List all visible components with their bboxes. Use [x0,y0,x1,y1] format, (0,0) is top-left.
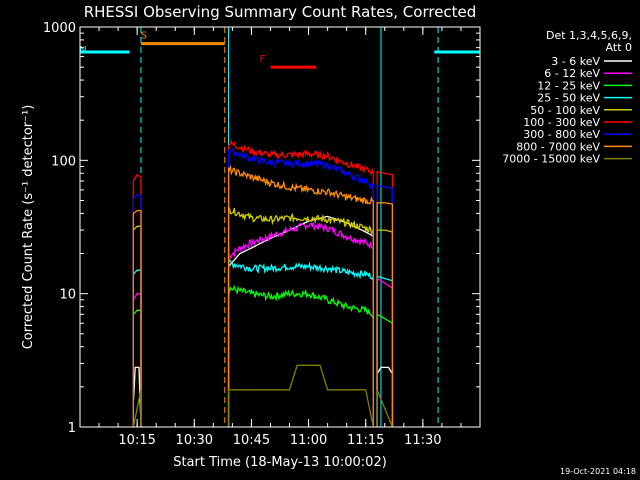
legend-header-line-1: Det 1,3,4,5,6,9, [546,29,632,42]
series-12-25kev-segment-1 [227,284,374,427]
y-tick-label-3: 1000 [43,21,76,36]
series-100-300kev-segment-1 [227,139,374,427]
legend-label-50-100kev: 50 - 100 keV [530,104,600,117]
legend-label-3-6kev: 3 - 6 keV [551,55,600,68]
y-axis-label: Corrected Count Rate (s⁻¹ detector⁻¹) [21,105,36,350]
x-tick-label-4: 11:15 [347,433,384,448]
y-tick-label-2: 100 [51,154,76,169]
legend-label-100-300kev: 100 - 300 keV [523,116,600,129]
plot-area: S N F [79,27,480,428]
series-25-50kev-segment-0 [132,269,142,427]
series-100-300kev-segment-0 [132,173,142,427]
legend-label-800-7000kev: 800 - 7000 keV [516,140,600,153]
legend-label-12-25kev: 12 - 25 keV [537,79,600,92]
series-7000-15000kev-segment-0 [132,389,142,428]
series-300-800kev-segment-2 [376,184,394,427]
series-100-300kev-segment-2 [376,171,394,427]
legend-label-300-800kev: 300 - 800 keV [523,128,600,141]
series-7000-15000kev-segment-2 [376,389,393,428]
series-300-800kev-segment-0 [132,194,142,427]
x-tick-label-1: 10:30 [176,433,213,448]
series-300-800kev-segment-1 [227,147,374,427]
series-25-50kev-segment-2 [376,275,394,427]
series-6-12kev-segment-0 [132,293,142,427]
legend-header-line-2: Att 0 [606,41,632,54]
series-6-12kev-segment-2 [376,277,394,427]
series-6-12kev-segment-1 [227,222,374,427]
y-tick-label-1: 10 [59,288,76,303]
series-7000-15000kev-segment-1 [227,364,374,428]
x-axis: 10:15 10:30 10:45 11:00 11:15 11:30 [98,27,462,448]
x-axis-label: Start Time (18-May-13 10:00:02) [173,455,387,470]
series-50-100kev-segment-2 [376,229,394,427]
flag-n-label: N [79,45,86,56]
series-12-25kev-segment-2 [376,313,394,427]
legend-label-6-12kev: 6 - 12 keV [544,67,600,80]
x-tick-label-2: 10:45 [233,433,270,448]
series-800-7000kev-segment-2 [376,202,394,427]
footer-timestamp: 19-Oct-2021 04:18 [560,467,636,476]
series-3-6kev-segment-2 [376,366,394,427]
series-25-50kev-segment-1 [227,258,374,427]
series-50-100kev-segment-0 [132,225,142,427]
x-tick-label-5: 11:30 [404,433,441,448]
series-800-7000kev-segment-0 [132,209,142,427]
y-tick-label-0: 1 [68,421,76,436]
x-tick-label-3: 11:00 [290,433,327,448]
flag-f-label: F [260,54,266,65]
series-50-100kev-segment-1 [227,206,374,427]
y-axis: 1 10 100 1000 [43,21,480,436]
chart-title: RHESSI Observing Summary Count Rates, Co… [84,3,477,21]
series-12-25kev-segment-0 [132,309,142,427]
legend-label-25-50kev: 25 - 50 keV [537,92,600,105]
plot-frame [79,26,481,428]
x-tick-label-0: 10:15 [118,433,155,448]
series-800-7000kev-segment-1 [227,164,374,427]
legend-label-7000-15000kev: 7000 - 15000 keV [502,153,600,166]
flag-s-label: S [141,31,147,42]
